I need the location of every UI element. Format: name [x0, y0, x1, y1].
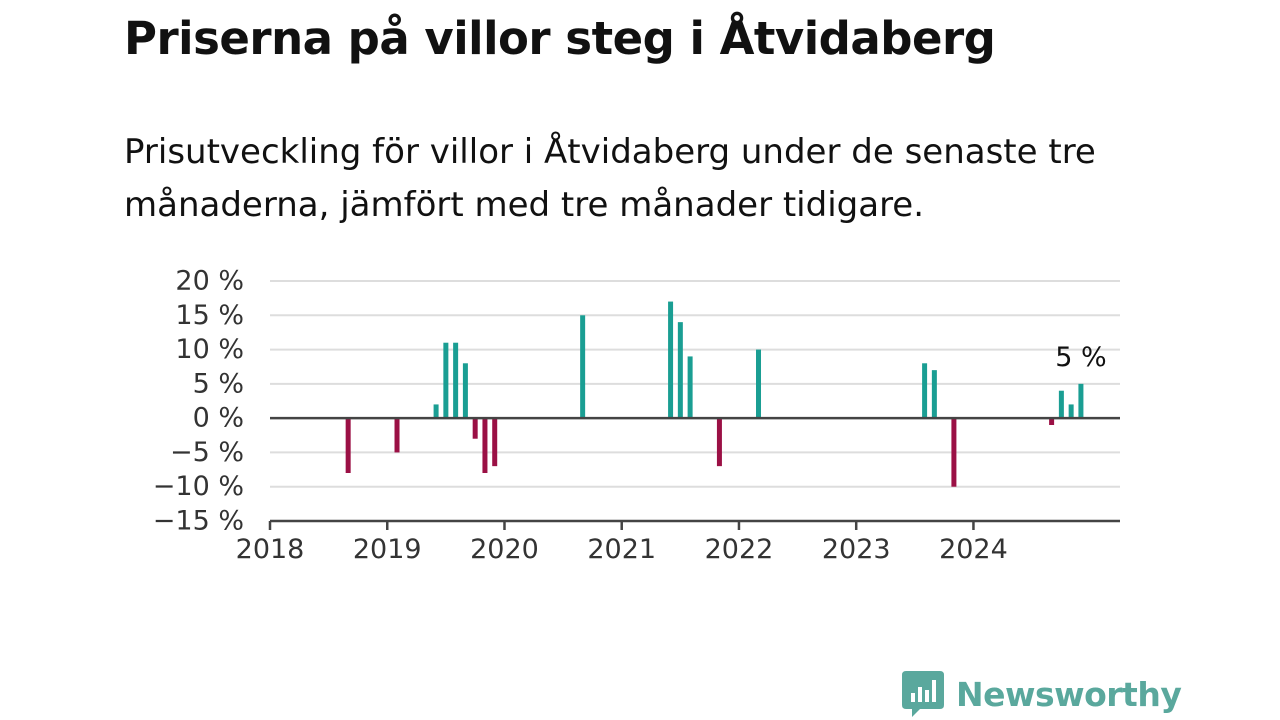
x-tick-label: 2018 [236, 534, 305, 565]
bar [922, 363, 928, 419]
bar [716, 418, 722, 467]
x-tick-label: 2024 [939, 534, 1008, 565]
x-tick-label: 2021 [587, 534, 656, 565]
bar [462, 363, 468, 419]
x-tick-label: 2022 [705, 534, 774, 565]
bar [1049, 418, 1055, 425]
bar [433, 404, 439, 419]
bar [492, 418, 498, 467]
y-tick-label: −10 % [153, 471, 244, 502]
y-tick-label: −15 % [153, 506, 244, 537]
bar [580, 315, 586, 419]
y-tick-label: 20 % [175, 266, 244, 297]
x-tick-label: 2020 [470, 534, 539, 565]
chart-subtitle: Prisutveckling för villor i Åtvidaberg u… [124, 132, 1096, 225]
data-label: 5 % [1055, 342, 1106, 373]
y-tick-label: 5 % [193, 368, 244, 399]
bar [1058, 390, 1064, 419]
axes [268, 416, 1120, 530]
newsworthy-logo: Newsworthy [902, 671, 1182, 717]
bar [472, 418, 478, 439]
bar [345, 418, 351, 473]
bar [756, 349, 762, 419]
bar [482, 418, 488, 473]
logo-text: Newsworthy [956, 674, 1182, 714]
y-tick-label: 15 % [175, 300, 244, 331]
grid-lines [270, 280, 1120, 488]
bar [1068, 404, 1074, 419]
bar-chart-speech-bubble-icon [902, 671, 944, 717]
bar [677, 322, 683, 419]
bars [345, 301, 1084, 487]
bar [453, 342, 459, 419]
y-tick-label: 10 % [175, 334, 244, 365]
bar [443, 342, 449, 419]
chart-title: Priserna på villor steg i Åtvidaberg [124, 12, 996, 65]
y-tick-label: 0 % [193, 403, 244, 434]
bar [1078, 383, 1084, 419]
x-tick-label: 2019 [353, 534, 422, 565]
bar [951, 418, 957, 487]
bar [394, 418, 400, 453]
bar [931, 370, 937, 419]
x-tick-label: 2023 [822, 534, 891, 565]
y-tick-label: −5 % [170, 437, 244, 468]
tick-labels: 20 %15 %10 %5 %0 %−5 %−10 %−15 %2018 2019… [153, 266, 1107, 566]
bar [668, 301, 674, 419]
bar [687, 356, 693, 419]
